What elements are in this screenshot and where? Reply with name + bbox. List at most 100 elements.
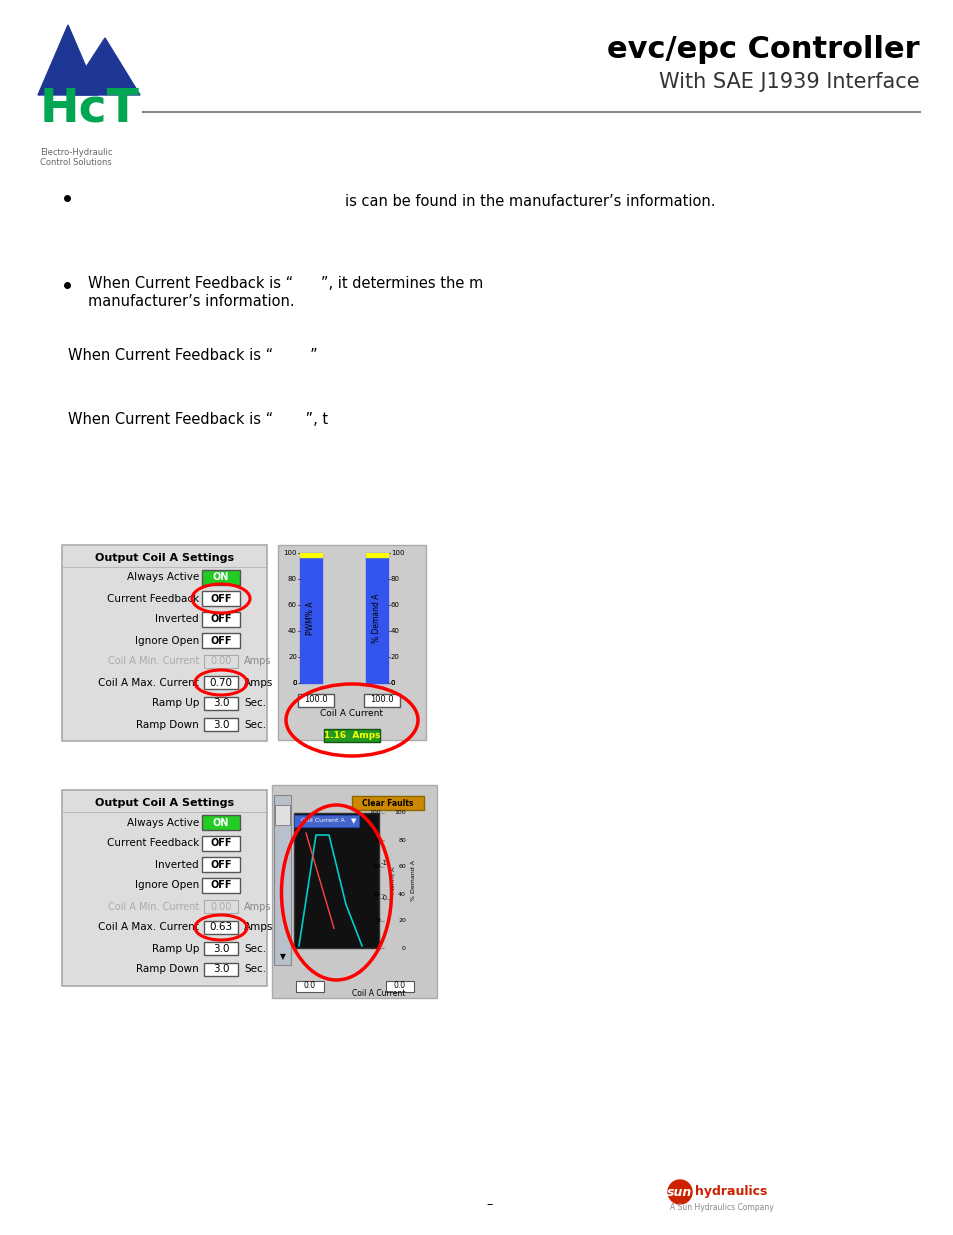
Bar [202,815,240,830]
Text: Current Feedback: Current Feedback [107,839,199,848]
Bar [324,729,379,742]
Text: 80: 80 [397,837,406,842]
Text: 0.70: 0.70 [210,678,233,688]
Bar [202,592,240,606]
Text: 60: 60 [288,601,296,608]
Text: Ignore Open: Ignore Open [134,881,199,890]
Text: OFF: OFF [210,594,232,604]
Text: Output Coil A Settings: Output Coil A Settings [95,798,233,808]
Text: is can be found in the manufacturer’s information.: is can be found in the manufacturer’s in… [345,194,715,210]
Text: Ramp Down: Ramp Down [136,720,199,730]
Text: 80: 80 [288,576,296,582]
Bar [202,634,240,648]
Bar [295,981,324,992]
Bar [202,613,240,627]
Text: 3.0: 3.0 [213,965,229,974]
Text: 40: 40 [373,892,380,897]
Text: 1.16  Amps: 1.16 Amps [323,730,380,740]
Text: Clear Faults: Clear Faults [362,799,414,808]
Text: Ramp Up: Ramp Up [152,944,199,953]
Bar [204,900,237,913]
Bar [204,676,237,689]
Bar [204,655,237,668]
Text: Ignore Open: Ignore Open [134,636,199,646]
Text: 100.0: 100.0 [304,695,328,704]
Text: 100: 100 [283,550,296,556]
Text: Coil A Current: Coil A Current [320,709,383,718]
Bar [364,694,399,706]
Text: 0: 0 [391,680,395,685]
Text: evc/epc Controller: evc/epc Controller [607,36,919,64]
Bar [297,694,334,706]
Bar [204,963,237,976]
Text: % Demand A: % Demand A [411,860,416,902]
Text: 0: 0 [402,946,406,951]
Text: 80: 80 [373,837,380,842]
Text: Always Active: Always Active [127,573,199,583]
Bar [272,785,436,998]
Text: Coil A Min. Current: Coil A Min. Current [108,657,199,667]
Text: OFF: OFF [210,881,232,890]
Text: -1: -1 [380,860,388,866]
Text: When Current Feedback is “      ”, it determines the m: When Current Feedback is “ ”, it determi… [88,275,483,290]
Text: 0.0: 0.0 [304,982,315,990]
Text: Output Coil A Settings: Output Coil A Settings [95,553,233,563]
Bar [274,795,291,965]
Text: 3.0: 3.0 [213,720,229,730]
Text: % Demand A: % Demand A [372,593,381,642]
Text: 0.0: 0.0 [394,982,406,990]
Text: A Sun Hydraulics Company: A Sun Hydraulics Company [669,1203,773,1213]
Text: Coil A Min. Current: Coil A Min. Current [108,902,199,911]
Text: HcT: HcT [40,86,140,132]
Text: Coil A Max. Current: Coil A Max. Current [98,678,199,688]
Text: 100: 100 [391,550,404,556]
Bar [202,878,240,893]
Text: PWM% A: PWM% A [391,867,396,894]
Text: Inverted: Inverted [155,860,199,869]
Text: Current Feedback: Current Feedback [107,594,199,604]
Text: -0.5: -0.5 [380,895,395,902]
Text: 0: 0 [376,946,380,951]
Bar [202,857,240,872]
Text: 80: 80 [391,576,399,582]
Text: Coil A Current: Coil A Current [352,988,405,998]
Text: Ramp Down: Ramp Down [136,965,199,974]
Text: 100: 100 [394,810,406,815]
Text: 3.0: 3.0 [213,699,229,709]
Bar [62,790,267,986]
Text: –: – [486,1198,493,1212]
Text: 20: 20 [397,919,406,924]
Polygon shape [38,25,98,95]
Text: OFF: OFF [210,636,232,646]
Text: 60: 60 [391,601,399,608]
Text: Ramp Up: Ramp Up [152,699,199,709]
Text: Sec.: Sec. [244,720,266,730]
Text: 40: 40 [397,892,406,897]
Text: Amps: Amps [244,923,274,932]
Text: 100.0: 100.0 [370,695,394,704]
Bar [62,545,267,741]
Text: Amps: Amps [244,902,272,911]
Text: Control Solutions: Control Solutions [40,158,112,167]
Text: 0.63: 0.63 [210,923,233,932]
Text: Coil Current A: Coil Current A [300,819,344,824]
Text: 20: 20 [391,655,399,659]
Polygon shape [68,38,140,95]
Text: OFF: OFF [210,839,232,848]
Text: 60: 60 [373,864,380,869]
Bar [277,545,426,740]
Text: Always Active: Always Active [127,818,199,827]
Bar [386,981,414,992]
Text: 40: 40 [288,629,296,634]
Bar [204,921,237,934]
Bar [204,697,237,710]
Text: OFF: OFF [210,860,232,869]
Text: 0: 0 [293,680,296,685]
Text: 60: 60 [397,864,406,869]
Text: When Current Feedback is “        ”: When Current Feedback is “ ” [68,347,317,363]
Bar [204,718,237,731]
Text: Sec.: Sec. [244,699,266,709]
Text: Sec.: Sec. [244,965,266,974]
Text: ▼: ▼ [279,952,285,962]
Text: 20: 20 [373,919,380,924]
